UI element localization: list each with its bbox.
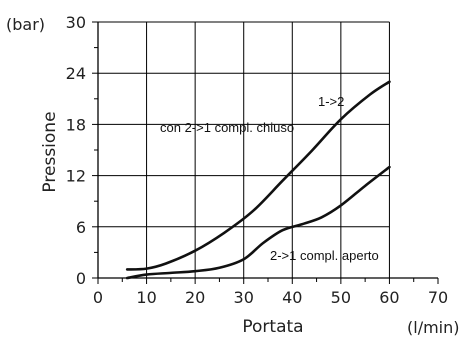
- y-tick-label: 30: [66, 13, 86, 32]
- series-lines: [125, 80, 391, 280]
- annotation-aperto: 2->1 compl. aperto: [270, 248, 379, 263]
- y-tick-label: 18: [66, 115, 86, 134]
- x-tick-label: 10: [136, 288, 156, 307]
- y-tick-label: 6: [76, 218, 86, 237]
- annotation-chiuso: con 2->1 compl. chiuso: [160, 120, 294, 135]
- annotation-1to2: 1->2: [318, 94, 344, 109]
- x-tick-label: 0: [93, 288, 103, 307]
- y-tick-label: 24: [66, 64, 86, 83]
- y-tick-label: 0: [76, 269, 86, 288]
- series-line-2: [125, 165, 391, 280]
- axes: [92, 21, 439, 284]
- x-axis-title: Portata: [242, 317, 303, 337]
- series-line-1: [125, 80, 391, 271]
- x-tick-label: 60: [379, 288, 399, 307]
- y-tick-labels: 0 6 12 18 24 30: [66, 13, 86, 288]
- x-tick-label: 40: [282, 288, 302, 307]
- y-axis-title: Pressione: [40, 111, 60, 192]
- x-tick-label: 20: [185, 288, 205, 307]
- grid: [98, 21, 390, 278]
- x-tick-label: 50: [331, 288, 351, 307]
- x-tick-label: 70: [428, 288, 448, 307]
- x-tick-label: 30: [234, 288, 254, 307]
- y-unit-label: (bar): [6, 15, 45, 34]
- x-unit-label: (l/min): [407, 318, 460, 337]
- x-tick-labels: 0 10 20 30 40 50 60 70: [93, 288, 448, 307]
- y-tick-label: 12: [66, 167, 86, 186]
